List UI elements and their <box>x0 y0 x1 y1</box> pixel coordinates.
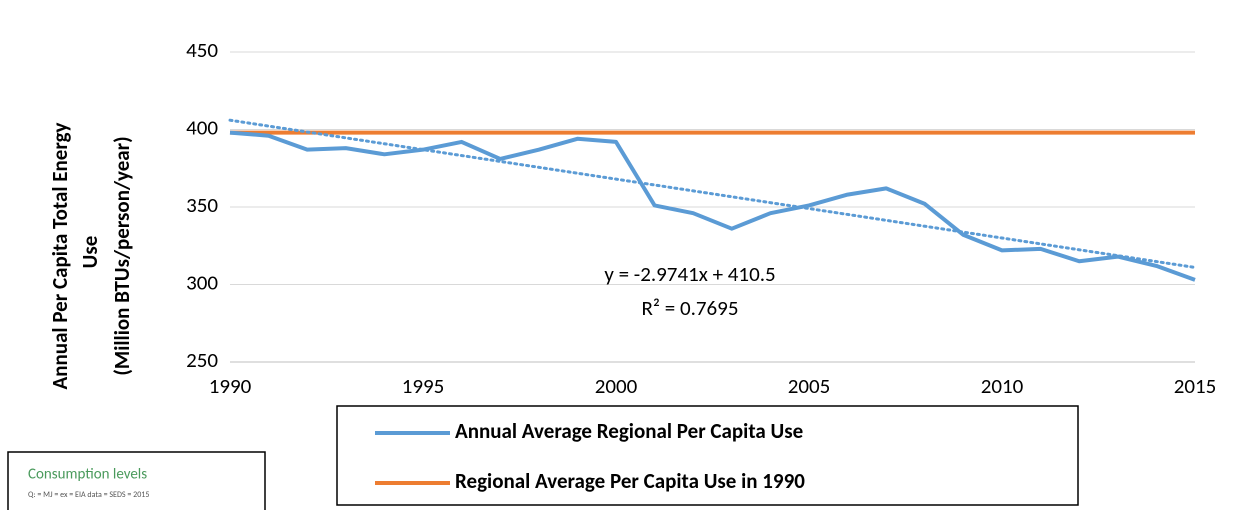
y-tick-label: 400 <box>186 115 218 141</box>
legend-label: Regional Average Per Capita Use in 1990 <box>455 468 805 494</box>
inset-box <box>7 451 266 515</box>
line-series <box>229 130 1196 282</box>
x-tick-label: 2010 <box>981 373 1024 399</box>
y-tick-label: 450 <box>186 37 218 63</box>
annotation: R² = 0.7695 <box>642 295 739 321</box>
legend-box <box>336 405 1079 506</box>
inset-subtitle: Q: = MJ = ex = EIA data = SEDS = 2015 <box>28 490 149 500</box>
y-axis-label: (Million BTUs/person/year) <box>109 136 135 375</box>
x-tick-label: 1990 <box>209 373 252 399</box>
x-tick-label: 2015 <box>1174 373 1217 399</box>
x-tick-label: 1995 <box>402 373 445 399</box>
x-tick-label: 2005 <box>788 373 831 399</box>
x-tick-label: 2000 <box>595 373 638 399</box>
y-axis-label: Use <box>77 236 103 269</box>
annotation: y = -2.9741x + 410.5 <box>604 261 775 287</box>
legend-label: Annual Average Regional Per Capita Use <box>455 418 803 444</box>
y-tick-label: 250 <box>186 347 218 373</box>
y-tick-label: 350 <box>186 192 218 218</box>
inset-title: Consumption levels <box>28 466 147 484</box>
y-axis-label: Annual Per Capita Total Energy <box>47 122 73 389</box>
trendline <box>228 118 1197 269</box>
y-tick-label: 300 <box>186 270 218 296</box>
